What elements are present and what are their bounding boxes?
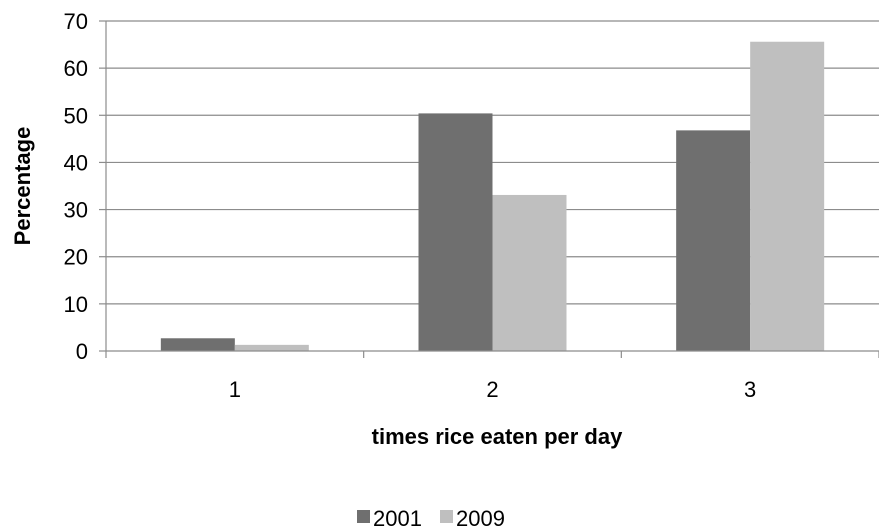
y-axis-title: Percentage: [10, 127, 35, 246]
x-tick-label: 1: [229, 377, 241, 402]
y-tick-label: 10: [64, 292, 88, 317]
y-tick-label: 50: [64, 103, 88, 128]
legend-swatch-2001: [357, 510, 370, 523]
x-axis-title: times rice eaten per day: [372, 424, 623, 449]
bar-2009-1: [234, 344, 309, 351]
y-tick-label: 20: [64, 245, 88, 270]
legend: 2001 2009: [357, 506, 505, 530]
bars: [160, 41, 825, 352]
bar-2001-1: [160, 338, 235, 351]
y-tick-label: 0: [76, 339, 88, 364]
legend-label-2001: 2001: [373, 506, 422, 530]
x-tick-label: 2: [486, 377, 498, 402]
bar-2009-2: [492, 194, 567, 351]
y-tick-label: 30: [64, 198, 88, 223]
y-tick-label: 60: [64, 56, 88, 81]
legend-label-2009: 2009: [456, 506, 505, 530]
bar-2001-2: [418, 113, 493, 352]
x-tick-label: 3: [744, 377, 756, 402]
bar-2001-3: [676, 130, 751, 351]
legend-swatch-2009: [440, 510, 453, 523]
bar-2009-3: [750, 41, 825, 351]
y-tick-label: 40: [64, 150, 88, 175]
x-axis-tick-labels: 1 2 3: [229, 377, 757, 402]
x-axis: [105, 350, 879, 358]
y-axis-tick-labels: 0 10 20 30 40 50 60 70: [64, 9, 88, 364]
y-tick-label: 70: [64, 9, 88, 34]
